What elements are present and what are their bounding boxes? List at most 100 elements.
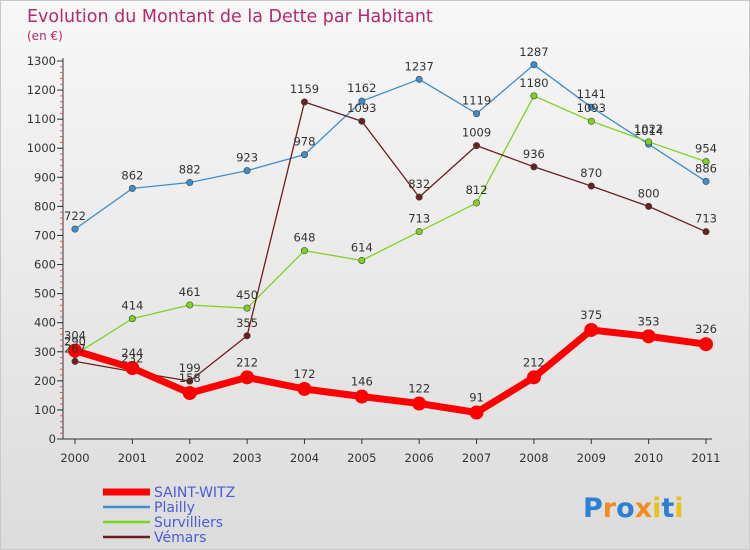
data-point-v-mars xyxy=(300,98,308,106)
data-label-v-mars: 870 xyxy=(580,166,602,180)
data-label-survilliers: 648 xyxy=(293,231,315,245)
data-label-survilliers: 713 xyxy=(408,212,430,226)
data-label-saint-witz: 304 xyxy=(64,329,86,343)
y-tick-label: 1200 xyxy=(27,83,56,97)
data-label-v-mars: 1093 xyxy=(347,101,376,115)
y-tick-label: 1000 xyxy=(27,141,56,155)
data-point-v-mars xyxy=(473,142,481,150)
data-point-survilliers xyxy=(186,301,194,309)
chart-subtitle: (en €) xyxy=(27,29,63,43)
data-point-plailly xyxy=(128,184,136,192)
data-label-saint-witz: 172 xyxy=(293,367,315,381)
data-point-plailly xyxy=(71,225,79,233)
y-tick-label: 600 xyxy=(34,258,56,272)
data-label-v-mars: 936 xyxy=(523,147,545,161)
legend-label: Survilliers xyxy=(154,515,223,531)
data-label-saint-witz: 212 xyxy=(523,355,545,369)
chart-title: Evolution du Montant de la Dette par Hab… xyxy=(27,7,433,27)
data-label-v-mars: 355 xyxy=(236,316,258,330)
data-label-plailly: 1014 xyxy=(634,124,663,138)
data-point-saint-witz xyxy=(125,361,140,376)
x-tick-label: 2006 xyxy=(405,451,434,465)
data-point-survilliers xyxy=(128,315,136,323)
data-point-v-mars xyxy=(71,357,79,365)
x-tick-label: 2005 xyxy=(347,451,376,465)
data-point-survilliers xyxy=(300,247,308,255)
series-line-saint-witz xyxy=(73,326,707,416)
x-tick-label: 2011 xyxy=(691,451,720,465)
data-label-v-mars: 1009 xyxy=(462,126,491,140)
y-tick-label: 1300 xyxy=(27,54,56,68)
y-tick-label: 800 xyxy=(34,199,56,213)
data-label-survilliers: 290 xyxy=(64,335,86,349)
data-label-survilliers: 450 xyxy=(236,288,258,302)
x-tick-label: 2000 xyxy=(60,451,89,465)
data-label-plailly: 1162 xyxy=(347,81,376,95)
data-point-survilliers xyxy=(587,117,595,125)
data-point-v-mars xyxy=(358,117,366,125)
data-point-v-mars xyxy=(186,377,194,385)
data-label-saint-witz: 91 xyxy=(469,391,484,405)
data-label-plailly: 923 xyxy=(236,151,258,165)
data-point-v-mars xyxy=(702,228,710,236)
data-label-saint-witz: 212 xyxy=(236,355,258,369)
data-label-saint-witz: 146 xyxy=(351,375,373,389)
data-label-v-mars: 832 xyxy=(408,177,430,191)
y-tick-label: 500 xyxy=(34,287,56,301)
data-point-v-mars xyxy=(415,193,423,201)
data-label-plailly: 978 xyxy=(293,135,315,149)
axes: 0 100 200 300 400 500 600 700 800 900 1000 1100 1200… xyxy=(27,54,721,465)
legend-label: Plailly xyxy=(154,500,195,516)
data-point-saint-witz xyxy=(699,337,713,352)
legend-label: Vémars xyxy=(154,530,206,546)
x-tick-label: 2008 xyxy=(519,451,548,465)
x-tick-label: 2009 xyxy=(577,451,606,465)
data-point-saint-witz xyxy=(240,370,255,385)
x-tick-label: 2003 xyxy=(232,451,261,465)
data-label-survilliers: 812 xyxy=(466,183,488,197)
x-tick-label: 2010 xyxy=(634,451,663,465)
data-label-saint-witz: 353 xyxy=(638,314,660,328)
data-label-plailly: 862 xyxy=(121,168,143,182)
y-tick-label: 400 xyxy=(34,316,56,330)
data-point-survilliers xyxy=(358,256,366,264)
data-point-saint-witz xyxy=(68,343,82,358)
data-label-plailly: 1287 xyxy=(519,45,548,59)
data-point-survilliers xyxy=(473,199,481,207)
series-line-plailly xyxy=(74,64,707,230)
data-point-v-mars xyxy=(587,182,595,190)
series-line-v-mars xyxy=(74,101,707,382)
y-tick-label: 700 xyxy=(34,228,56,242)
data-label-survilliers: 954 xyxy=(695,142,717,156)
data-point-saint-witz xyxy=(412,396,427,411)
data-label-v-mars: 267 xyxy=(64,341,86,355)
y-tick-label: 0 xyxy=(49,432,56,446)
data-point-v-mars xyxy=(530,163,538,171)
x-tick-label: 2007 xyxy=(462,451,491,465)
data-point-survilliers xyxy=(415,228,423,236)
x-tick-label: 2002 xyxy=(175,451,204,465)
series-line-survilliers xyxy=(74,95,707,356)
data-point-saint-witz xyxy=(641,329,656,344)
data-label-survilliers: 1180 xyxy=(519,76,548,90)
logo-text: Proxiti xyxy=(583,493,684,524)
data-label-survilliers: 1022 xyxy=(634,122,663,136)
data-point-plailly xyxy=(587,103,595,111)
data-point-saint-witz xyxy=(584,322,599,337)
data-label-survilliers: 414 xyxy=(121,299,143,313)
y-tick-label: 1100 xyxy=(27,112,56,126)
data-label-survilliers: 1093 xyxy=(577,101,606,115)
y-tick-label: 300 xyxy=(34,345,56,359)
data-label-v-mars: 713 xyxy=(695,212,717,226)
data-label-saint-witz: 375 xyxy=(580,308,602,322)
x-tick-label: 2001 xyxy=(118,451,147,465)
data-label-survilliers: 461 xyxy=(179,285,201,299)
data-label-saint-witz: 326 xyxy=(695,322,717,336)
data-label-plailly: 722 xyxy=(64,209,86,223)
data-point-survilliers xyxy=(243,304,251,312)
data-point-plailly xyxy=(186,179,194,187)
data-label-v-mars: 199 xyxy=(179,361,201,375)
